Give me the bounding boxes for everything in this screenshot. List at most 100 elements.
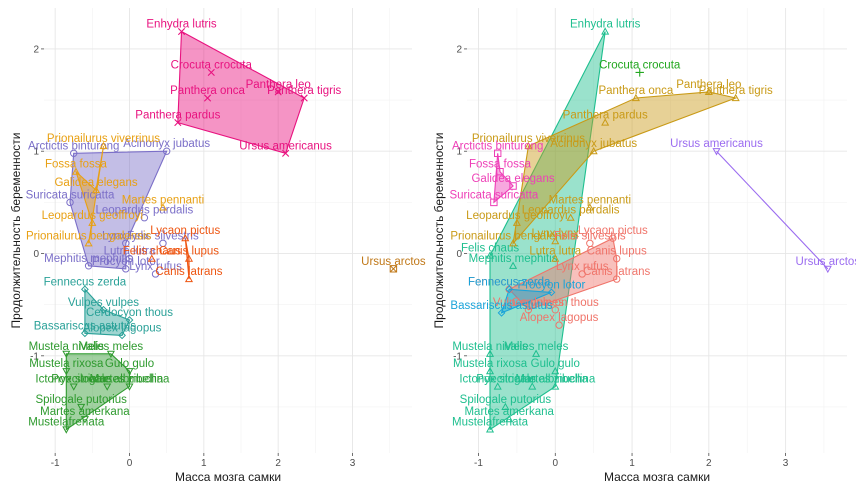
point-label: Felis silvestris	[127, 230, 199, 242]
point-label: Procyon lotor	[518, 279, 586, 291]
point-label: Prionailurus viverrinus	[472, 133, 585, 145]
data-point	[609, 234, 617, 242]
data-point	[512, 218, 521, 226]
data-point	[70, 149, 78, 157]
data-point	[612, 254, 621, 263]
point-label: Cerdocyon thous	[512, 297, 599, 309]
data-point	[532, 349, 541, 357]
x-tick-label: 3	[350, 458, 356, 469]
point-label: Panthera leo	[676, 79, 741, 91]
cluster-hull	[512, 91, 738, 246]
data-point	[601, 118, 610, 126]
data-point	[704, 87, 713, 95]
x-tick-label: 3	[783, 458, 789, 469]
point-label: Lynx lynx	[102, 230, 150, 242]
data-point	[66, 198, 74, 207]
x-tick-label: 0	[553, 458, 559, 469]
point-label: Fennecus zerda	[468, 276, 551, 288]
point-label: Canis latrans	[583, 266, 650, 278]
data-point	[509, 182, 517, 190]
data-point	[99, 141, 108, 150]
data-point	[505, 285, 514, 294]
data-point	[389, 265, 398, 273]
point-label: Martes pennanti	[549, 194, 631, 206]
data-point	[125, 383, 134, 391]
data-point	[712, 148, 721, 156]
data-point	[84, 239, 93, 247]
point-label: Arctictis binturong	[452, 140, 543, 152]
cluster-hull	[65, 353, 131, 431]
data-point	[524, 306, 533, 314]
point-label: Mephitis mephitis	[44, 253, 133, 265]
data-point	[91, 185, 101, 194]
point-label: Fossa fossa	[45, 159, 108, 171]
x-tick-label: 0	[127, 458, 133, 469]
data-point	[731, 93, 740, 102]
point-label: Galidea elegans	[54, 177, 137, 189]
data-point	[118, 331, 126, 340]
point-label: Suricata suricatta	[26, 189, 115, 201]
point-label: Acinonyx jubatus	[123, 138, 210, 150]
data-point	[555, 321, 563, 329]
data-point	[71, 167, 81, 175]
cluster-hull	[84, 287, 131, 336]
y-tick-label: 1	[456, 147, 462, 158]
data-point	[80, 416, 89, 424]
point-label: Felis silvestris	[554, 230, 626, 242]
point-label: Alopex lagopus	[83, 322, 162, 334]
point-label: Mustelafrenata	[28, 416, 105, 428]
y-tick-label: -1	[453, 351, 462, 362]
point-label: Spilogale putorius	[35, 394, 127, 406]
point-label: Canis lupus	[159, 246, 219, 258]
data-point	[151, 270, 160, 278]
data-point	[490, 198, 498, 207]
data-point	[547, 288, 556, 297]
point-label: Galidea elegans	[471, 173, 554, 185]
data-point	[62, 368, 71, 376]
data-point	[80, 285, 89, 294]
y-axis-title: Продолжительность беременности	[432, 133, 446, 329]
point-label: Mephitis mephitis	[469, 253, 558, 265]
point-label: Ursus americanus	[670, 138, 763, 150]
point-label: Meles meles	[79, 341, 144, 353]
data-point	[586, 239, 594, 247]
data-point	[184, 274, 194, 283]
data-point	[125, 368, 134, 376]
point-label: Martes amerkana	[464, 406, 554, 418]
data-point	[631, 93, 640, 102]
point-label: Panthera tigris	[699, 85, 773, 97]
point-label: Alopex lagopus	[520, 312, 599, 324]
point-label: Enhydra lutris	[570, 19, 641, 31]
data-point	[274, 88, 282, 96]
point-label: Lynx lynx	[532, 228, 580, 240]
data-point	[585, 203, 594, 211]
point-label: Prionailurus bengalensis	[26, 230, 152, 242]
x-tick-label: 2	[275, 458, 281, 469]
data-point	[158, 203, 167, 211]
point-label: Cerdocyon thous	[86, 307, 173, 319]
point-label: Bassariscus astutus	[450, 300, 553, 312]
data-point	[177, 27, 186, 36]
point-label: Lutra lutra	[529, 246, 581, 258]
y-tick-label: 0	[456, 249, 462, 260]
point-label: Lutra lutra	[104, 246, 156, 258]
data-point	[497, 308, 506, 317]
data-point	[84, 262, 93, 270]
point-label: Ictonyx striatus	[35, 374, 112, 386]
point-label: Ursus arctos	[361, 256, 426, 268]
point-label: Panthera onca	[170, 85, 245, 97]
data-point	[122, 239, 130, 247]
point-label: Arctictis binturong	[28, 140, 119, 152]
y-tick-label: 2	[456, 44, 462, 55]
point-label: Enhydra lutris	[146, 19, 217, 31]
x-tick-label: -1	[51, 458, 60, 469]
data-point	[62, 350, 71, 358]
point-label: Lynx rufus	[129, 261, 182, 273]
point-label: Lycaon pictus	[578, 225, 648, 237]
data-point	[62, 426, 71, 434]
cluster-hull	[69, 150, 168, 270]
data-point	[505, 415, 514, 423]
point-label: Leopardus geoffroyi	[466, 210, 567, 222]
data-point	[140, 214, 149, 222]
